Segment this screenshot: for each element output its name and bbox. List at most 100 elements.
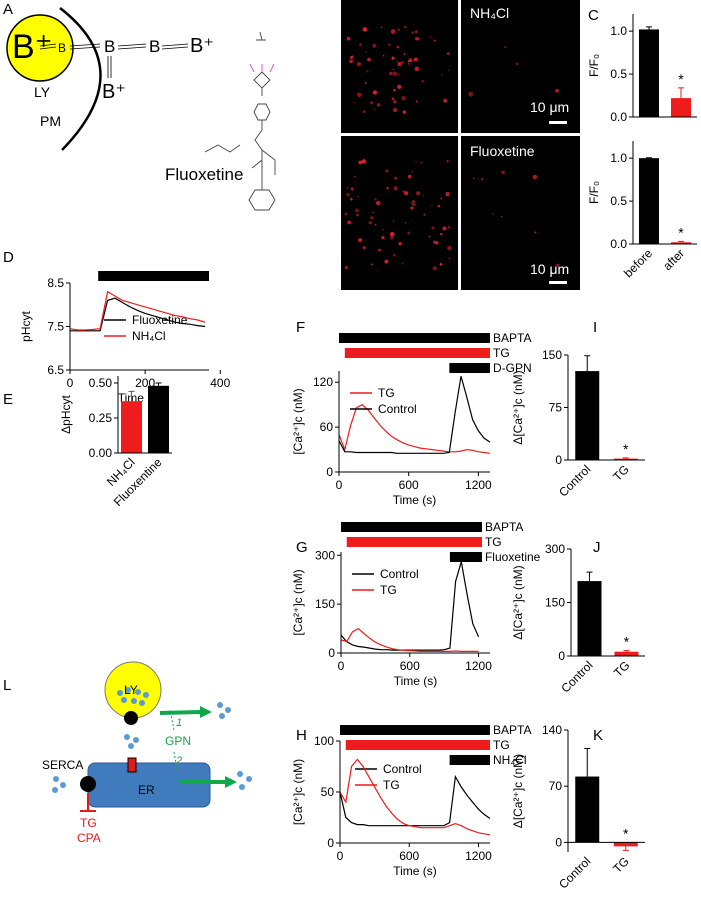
speckle (556, 263, 559, 267)
legend-label: TG (378, 386, 395, 400)
speckle (414, 36, 419, 41)
y-tick-label: 1.0 (610, 151, 627, 165)
speckle (431, 205, 433, 207)
x-axis-label: Time (s) (393, 493, 437, 507)
bar (671, 242, 691, 244)
speckle (372, 43, 377, 48)
cytosol-neutral: B (104, 37, 115, 56)
pump-label: SERCA (42, 758, 83, 772)
error-bar (646, 26, 652, 30)
cytosol-base: B⁺ (102, 81, 126, 103)
speckle (391, 97, 395, 101)
speckle (382, 228, 384, 231)
bar (148, 385, 169, 453)
speckle (481, 178, 484, 181)
y-tick-label: 70 (549, 779, 563, 793)
diagram-a: B⁺ B B B B⁺ B⁺ LY PM Fluoxetine (6, 7, 276, 211)
y-tick-label: 0 (327, 836, 334, 850)
image-label: Fluoxetine (470, 143, 535, 159)
speckle (448, 69, 450, 71)
panel-label: J (593, 539, 601, 556)
speckle (353, 175, 356, 178)
speckle (401, 61, 404, 63)
speckle (411, 171, 414, 173)
x-tick-label: 400 (210, 376, 230, 390)
speckle (370, 263, 373, 266)
y-axis-label: F/F₀ (587, 181, 601, 204)
bar (639, 29, 659, 118)
speckle (404, 191, 409, 196)
speckle (389, 231, 395, 237)
equilibrium-arrows (39, 43, 189, 78)
speckle (391, 56, 395, 60)
speckle (432, 266, 437, 271)
lysosome-circle (6, 14, 74, 82)
speckle (372, 90, 378, 95)
bar (121, 401, 142, 453)
y-tick-label: 0.5 (610, 67, 627, 81)
treatment-bar (345, 740, 490, 750)
speckle (377, 103, 381, 107)
speckle (384, 259, 389, 264)
speckle (404, 25, 407, 29)
images-b: NH₄Cl Fluoxetine 10 μm 10 μm (341, 0, 580, 290)
speckle (401, 263, 404, 265)
cytosol-neutral: B (149, 37, 160, 56)
speckle (422, 195, 425, 197)
data-line (69, 290, 206, 331)
speckle (392, 107, 398, 113)
error-bar (623, 650, 630, 652)
panel-label: I (593, 319, 597, 336)
y-axis-label: Δ[Ca²⁺]c (nM) (511, 370, 525, 444)
scale-label: 10 μm (530, 261, 569, 277)
x-tick-label: Control (558, 658, 595, 695)
x-tick-label: 0 (67, 376, 74, 390)
step-label: 2 (175, 755, 182, 767)
speckle (439, 263, 443, 266)
bar (614, 651, 639, 656)
speckle (362, 246, 366, 250)
y-tick-label: 8.5 (47, 276, 64, 290)
panel-label: K (593, 727, 603, 744)
x-tick-label: 0 (338, 659, 345, 673)
error-bar (128, 390, 135, 402)
image (461, 136, 580, 290)
error-bar (678, 87, 684, 99)
y-tick-label: 150 (542, 348, 562, 362)
y-tick-label: 150 (545, 596, 565, 610)
speckle (346, 36, 351, 41)
speckle (362, 27, 368, 32)
x-tick-label: before (621, 246, 655, 280)
speckle (358, 238, 362, 242)
treatment-bar (98, 271, 209, 281)
speckle (397, 73, 400, 76)
speckle (555, 88, 559, 93)
speckle (440, 233, 443, 236)
treatment-label: BAPTA (493, 723, 531, 737)
release-channel (127, 757, 137, 773)
error-bar (678, 240, 684, 243)
y-tick-label: 60 (320, 420, 334, 434)
y-tick-label: 0.25 (89, 411, 113, 425)
treatment-bar (344, 348, 490, 358)
speckle (448, 257, 451, 260)
treatment-label: BAPTA (485, 520, 523, 534)
speckle (356, 213, 359, 217)
error-bar (586, 571, 593, 582)
y-axis-label: ΔpHcyt (59, 394, 73, 433)
bar (671, 98, 691, 117)
speckle (401, 95, 406, 101)
y-tick-label: 120 (313, 375, 333, 389)
speckle (361, 159, 367, 164)
speckle (374, 198, 377, 201)
speckle (366, 70, 369, 73)
significance-mark: * (624, 634, 630, 650)
speckle (364, 81, 367, 84)
speckle (381, 236, 385, 240)
y-tick-label: 0.0 (610, 110, 627, 124)
speckle (396, 60, 398, 63)
significance-mark: * (678, 71, 684, 87)
speckle (365, 51, 367, 53)
y-tick-label: 1.0 (610, 24, 627, 38)
speckle (440, 74, 443, 76)
